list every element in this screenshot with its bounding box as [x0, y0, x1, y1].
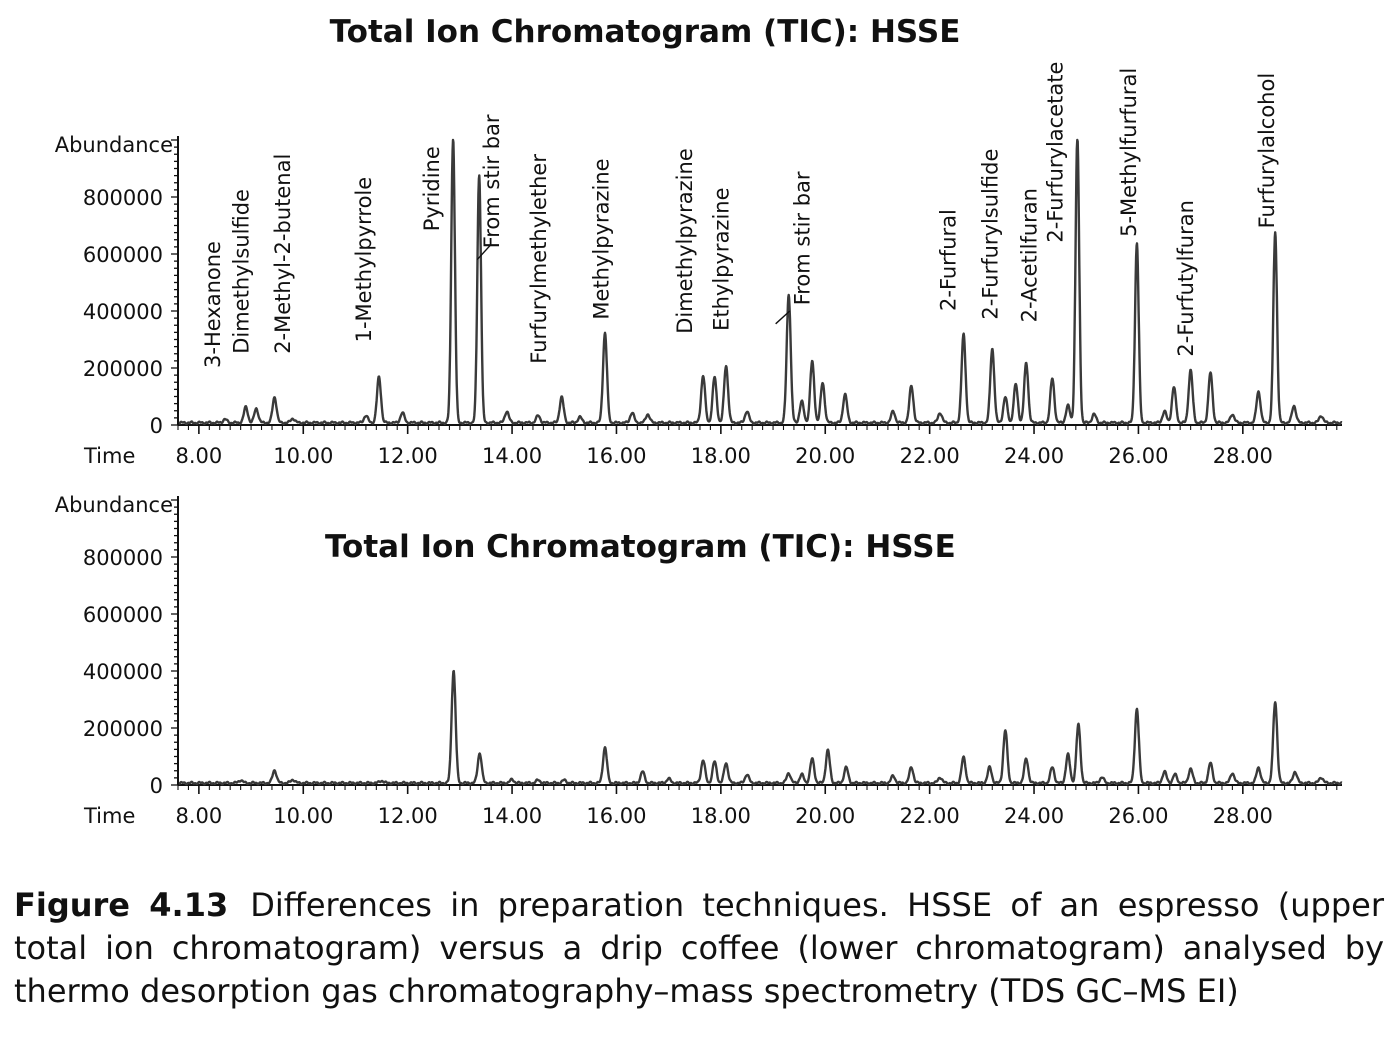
chromatogram-figure: Total Ion Chromatogram (TIC): HSSE Abunda…: [55, 14, 1343, 828]
y-axis-label: Abundance: [55, 493, 173, 517]
peak-annotation: Ethylpyrazine: [710, 187, 734, 330]
y-tick-label: 200000: [83, 717, 163, 741]
x-tick-label: 28.00: [1213, 804, 1273, 828]
chart-title: Total Ion Chromatogram (TIC): HSSE: [330, 14, 961, 50]
x-tick-label: 8.00: [175, 444, 222, 468]
peak-annotation: Pyridine: [420, 146, 444, 231]
y-tick-label: 600000: [83, 603, 163, 627]
tic-trace: [178, 669, 1343, 786]
x-tick-label: 20.00: [795, 804, 855, 828]
x-tick-label: 22.00: [900, 804, 960, 828]
x-tick-label: 26.00: [1108, 444, 1168, 468]
peak-annotation: Furfurylalcohol: [1255, 73, 1279, 229]
x-tick-label: 20.00: [795, 444, 855, 468]
y-tick-label: 400000: [83, 660, 163, 684]
x-axis-label: Time: [83, 804, 135, 828]
y-axis-label: Abundance: [55, 133, 173, 157]
x-tick-label: 10.00: [273, 444, 333, 468]
x-tick-label: 18.00: [691, 804, 751, 828]
y-tick-label: 200000: [83, 357, 163, 381]
figure-label: Figure 4.13: [14, 886, 229, 924]
peak-annotation: From stir bar: [480, 114, 504, 248]
peak-annotation: From stir bar: [791, 171, 815, 305]
peak-annotation: 2-Furfutylfuran: [1174, 200, 1198, 357]
x-tick-label: 24.00: [1004, 444, 1064, 468]
y-tick-label: 400000: [83, 300, 163, 324]
x-tick-label: 16.00: [586, 804, 646, 828]
peak-annotation: 5-Methylfurfural: [1117, 68, 1141, 237]
x-tick-label: 12.00: [378, 804, 438, 828]
x-tick-label: 10.00: [273, 804, 333, 828]
x-tick-label: 14.00: [482, 444, 542, 468]
y-tick-label: 0: [150, 414, 163, 438]
y-tick-label: 800000: [83, 546, 163, 570]
y-tick-label: 0: [150, 774, 163, 798]
annotation-leader: [476, 244, 491, 261]
x-tick-label: 18.00: [691, 444, 751, 468]
peak-annotation: 1-Methylpyrrole: [352, 177, 376, 343]
peak-annotation: Dimethylpyrazine: [673, 148, 697, 334]
peak-annotation: 2-Methyl-2-butenal: [271, 154, 295, 354]
peak-annotation: 3-Hexanone: [201, 241, 225, 368]
x-tick-label: 8.00: [175, 804, 222, 828]
chart-panel-upper: Total Ion Chromatogram (TIC): HSSE Abunda…: [55, 14, 1343, 468]
x-tick-label: 26.00: [1108, 804, 1168, 828]
x-tick-label: 16.00: [586, 444, 646, 468]
x-tick-label: 28.00: [1213, 444, 1273, 468]
y-tick-label: 800000: [83, 186, 163, 210]
x-tick-label: 24.00: [1004, 804, 1064, 828]
peak-annotation: Methylpyrazine: [590, 158, 614, 319]
peak-annotation: 2-Furfurylacetate: [1044, 62, 1068, 243]
annotation-leader: [775, 310, 791, 325]
y-tick-label: 600000: [83, 243, 163, 267]
x-tick-label: 22.00: [900, 444, 960, 468]
caption-text: Differences in preparation techniques. H…: [14, 886, 1384, 1010]
chart-title: Total Ion Chromatogram (TIC): HSSE: [325, 529, 956, 565]
peak-annotation: 2-Furfural: [937, 209, 961, 311]
peak-annotation: 2-Acetilfuran: [1018, 188, 1042, 322]
x-tick-label: 12.00: [378, 444, 438, 468]
x-tick-label: 14.00: [482, 804, 542, 828]
tic-trace: [178, 138, 1343, 426]
chart-panel-lower: Total Ion Chromatogram (TIC): HSSE Abunda…: [55, 493, 1343, 828]
peak-annotation: 2-Furfurylsulfide: [979, 149, 1003, 320]
peak-annotation: Dimethylsulfide: [230, 189, 254, 354]
peak-annotation: Furfurylmethylether: [527, 154, 551, 364]
x-axis-label: Time: [83, 444, 135, 468]
figure-caption: Figure 4.13 Differences in preparation te…: [14, 884, 1384, 1013]
